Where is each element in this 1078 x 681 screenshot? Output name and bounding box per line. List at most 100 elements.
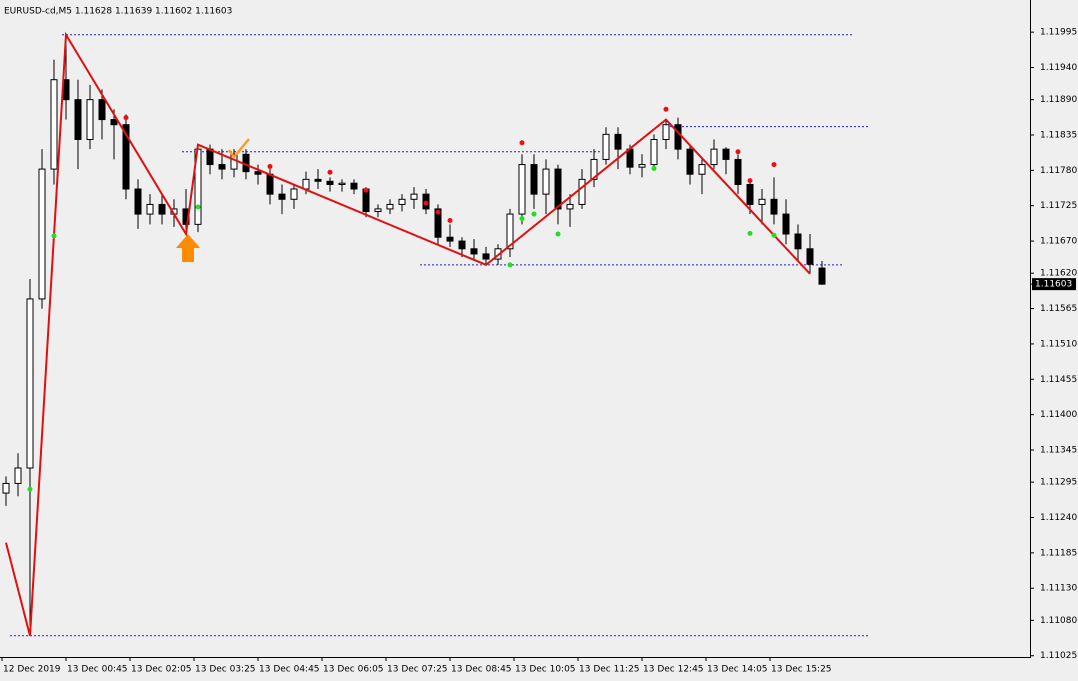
y-tick-label: 1.11780 xyxy=(1040,166,1077,176)
candle-body xyxy=(590,158,598,180)
candle-body xyxy=(278,193,286,200)
candle-body xyxy=(434,208,442,238)
buy-arrow xyxy=(176,234,200,262)
x-tick-label: 13 Dec 07:25 xyxy=(387,665,448,675)
candle-body xyxy=(74,99,82,141)
candle-body xyxy=(818,267,826,285)
candle-body xyxy=(86,99,94,141)
fractal-dot xyxy=(771,162,777,168)
y-tick-label: 1.11345 xyxy=(1040,446,1077,456)
fractal-dot xyxy=(747,178,753,184)
fractal-dot xyxy=(447,218,453,223)
fractal-dot xyxy=(435,209,441,215)
fractal-dot xyxy=(507,262,513,268)
y-tick-label: 1.11890 xyxy=(1040,95,1077,105)
candle-body xyxy=(314,178,322,182)
candle-body xyxy=(662,124,670,141)
candle-body xyxy=(470,248,478,255)
chart-title: EURUSD-cd,M5 1.11628 1.11639 1.11602 1.1… xyxy=(4,7,232,17)
fractal-dot xyxy=(195,204,201,210)
candle-body xyxy=(794,233,802,250)
y-tick-label: 1.11565 xyxy=(1040,304,1077,314)
candle-body xyxy=(686,148,694,175)
candle-body xyxy=(446,236,454,242)
candle-body xyxy=(710,148,718,166)
x-tick-label: 13 Dec 15:25 xyxy=(771,665,832,675)
candle-body xyxy=(110,119,118,126)
fractal-dot xyxy=(747,230,753,236)
x-tick-label: 13 Dec 10:05 xyxy=(515,665,576,675)
y-tick-label: 1.11620 xyxy=(1040,269,1077,279)
fractal-dot xyxy=(327,169,333,175)
candle-body xyxy=(806,248,814,265)
x-tick-label: 13 Dec 02:05 xyxy=(131,665,192,675)
candle-body xyxy=(350,182,358,190)
candle-body xyxy=(674,124,682,150)
y-tick-label: 1.11240 xyxy=(1040,513,1077,523)
candle-body xyxy=(26,298,34,469)
candle-body xyxy=(698,164,706,175)
x-tick-label: 13 Dec 14:05 xyxy=(707,665,768,675)
y-tick-label: 1.11940 xyxy=(1040,63,1077,73)
candle-body xyxy=(254,171,262,175)
candle-body xyxy=(158,203,166,215)
last-price-box xyxy=(1032,278,1076,291)
candle-body xyxy=(542,168,550,195)
fractal-dot xyxy=(735,149,741,155)
candle-body xyxy=(14,467,22,484)
candle-body xyxy=(386,203,394,210)
candle-body xyxy=(134,188,142,215)
candle-body xyxy=(758,198,766,205)
fractal-dot xyxy=(651,165,657,171)
fractal-dot xyxy=(363,187,369,193)
candle-body xyxy=(374,208,382,213)
zigzag-line xyxy=(5,31,811,637)
candle-body xyxy=(746,184,754,205)
y-tick-label: 1.11295 xyxy=(1040,478,1077,488)
candle-body xyxy=(458,240,466,250)
candle-body xyxy=(566,203,574,210)
candle-body xyxy=(638,164,646,168)
candle-body xyxy=(2,482,10,494)
fractal-dot xyxy=(123,115,129,121)
candle-body xyxy=(602,133,610,160)
candle-body xyxy=(770,198,778,215)
candle-body xyxy=(626,148,634,168)
candle-body xyxy=(98,99,106,121)
fractal-dot xyxy=(771,232,777,238)
candle-body xyxy=(218,164,226,170)
fractal-dot xyxy=(555,231,561,237)
candle-body xyxy=(266,173,274,195)
candle-body xyxy=(410,193,418,200)
candle-body xyxy=(554,168,562,210)
x-tick-label: 13 Dec 06:05 xyxy=(323,665,384,675)
candle-body xyxy=(530,164,538,195)
fractal-dot xyxy=(423,200,429,206)
candle-body xyxy=(146,203,154,215)
x-tick-label: 13 Dec 00:45 xyxy=(67,665,128,675)
last-price-label: 1.11603 xyxy=(1035,280,1072,290)
x-tick-label: 13 Dec 04:45 xyxy=(259,665,320,675)
fractal-dot xyxy=(663,106,669,112)
plot xyxy=(2,31,870,637)
y-tick-label: 1.11025 xyxy=(1040,651,1077,661)
candle-body xyxy=(482,253,490,260)
candle-body xyxy=(722,148,730,160)
candle-body xyxy=(302,178,310,190)
x-tick-label: 13 Dec 03:25 xyxy=(195,665,256,675)
fractal-dot xyxy=(27,486,33,492)
check-mark xyxy=(227,138,250,160)
fractal-dot xyxy=(531,211,537,217)
fractal-dot xyxy=(519,140,525,146)
fractal-dot xyxy=(51,233,57,239)
y-tick-label: 1.11725 xyxy=(1040,201,1077,211)
fractal-dot xyxy=(267,164,273,169)
y-tick-label: 1.11670 xyxy=(1040,237,1077,247)
candle-body xyxy=(50,79,58,170)
fractal-dot xyxy=(519,216,525,222)
candle-body xyxy=(614,133,622,150)
candle-body xyxy=(326,180,334,186)
candle-body xyxy=(338,182,346,185)
